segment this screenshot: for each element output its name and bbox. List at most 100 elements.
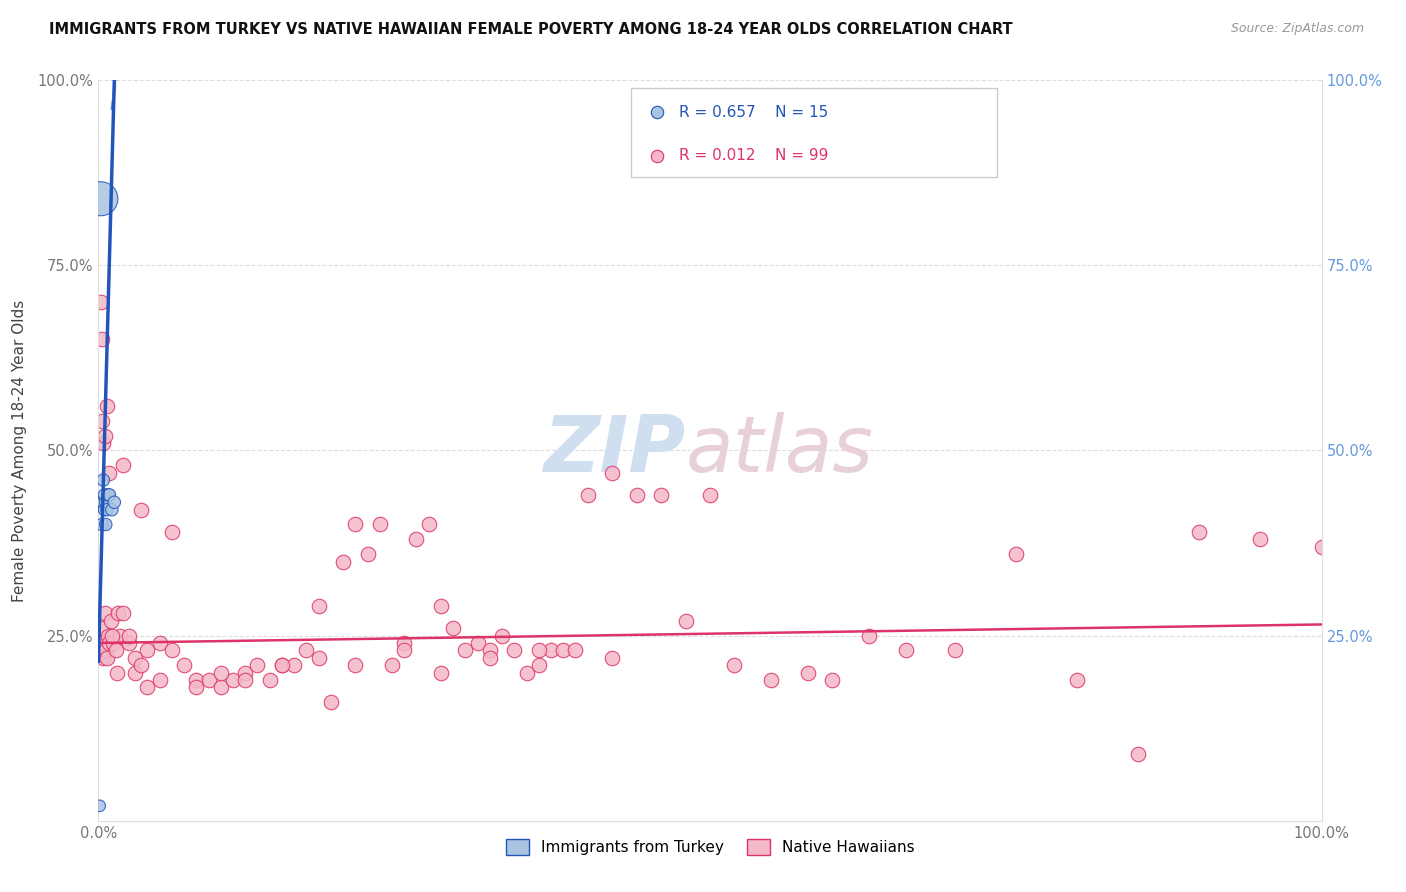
Point <box>93 607 115 621</box>
Point <box>89 636 111 650</box>
Point <box>308 650 330 665</box>
Point <box>600 650 623 665</box>
Point <box>96 399 118 413</box>
Point <box>94 495 117 509</box>
Point <box>118 636 141 650</box>
Point <box>1188 524 1211 539</box>
Y-axis label: Female Poverty Among 18-24 Year Olds: Female Poverty Among 18-24 Year Olds <box>11 300 27 601</box>
Point <box>98 488 121 502</box>
Point <box>91 495 114 509</box>
Point <box>233 673 256 687</box>
Point <box>101 628 124 642</box>
Point <box>647 149 669 163</box>
Point <box>454 643 477 657</box>
Point <box>368 517 391 532</box>
Text: R = 0.012    N = 99: R = 0.012 N = 99 <box>679 148 828 163</box>
Point <box>821 673 844 687</box>
Point <box>626 488 648 502</box>
Point <box>576 488 599 502</box>
Point <box>943 643 966 657</box>
Point <box>103 495 125 509</box>
Point <box>97 628 120 642</box>
Point <box>107 607 129 621</box>
Point <box>647 105 669 120</box>
Point <box>259 673 281 687</box>
Point <box>418 517 440 532</box>
Point <box>91 414 114 428</box>
Point <box>699 488 721 502</box>
Point <box>129 658 152 673</box>
Point <box>1128 747 1150 761</box>
Point <box>149 636 172 650</box>
Point <box>209 681 232 695</box>
Point <box>111 607 134 621</box>
Point <box>392 636 416 650</box>
Point <box>308 599 330 613</box>
Point <box>149 673 172 687</box>
Point <box>105 665 128 680</box>
Point <box>564 643 586 657</box>
Text: ZIP: ZIP <box>543 412 686 489</box>
Text: atlas: atlas <box>686 412 873 489</box>
Text: R = 0.657    N = 15: R = 0.657 N = 15 <box>679 104 828 120</box>
Point <box>93 428 115 442</box>
Point <box>723 658 745 673</box>
Point <box>160 524 183 539</box>
Point <box>89 798 111 813</box>
Point <box>344 517 367 532</box>
Point <box>129 502 152 516</box>
Point <box>675 614 697 628</box>
Point <box>118 628 141 642</box>
Point <box>93 488 115 502</box>
Point <box>98 636 121 650</box>
Point <box>233 665 256 680</box>
Point <box>136 643 159 657</box>
Point <box>111 458 134 473</box>
Point <box>344 658 367 673</box>
Point <box>101 636 124 650</box>
Point <box>186 681 208 695</box>
Point <box>381 658 404 673</box>
Point <box>295 643 318 657</box>
Point <box>858 628 880 642</box>
Point <box>553 643 575 657</box>
Point <box>246 658 269 673</box>
Point <box>96 650 118 665</box>
Point <box>186 673 208 687</box>
Point <box>124 650 146 665</box>
Point <box>100 614 122 628</box>
Point <box>1066 673 1088 687</box>
Point <box>1249 533 1271 547</box>
Point <box>104 643 127 657</box>
Point <box>136 681 159 695</box>
Point <box>90 192 112 206</box>
Point <box>94 517 117 532</box>
Point <box>90 621 112 635</box>
Point <box>222 673 245 687</box>
Point <box>90 295 112 310</box>
Point <box>650 488 672 502</box>
Point <box>430 599 453 613</box>
Point <box>894 643 917 657</box>
Point <box>441 621 464 635</box>
Point <box>430 665 453 680</box>
Text: Source: ZipAtlas.com: Source: ZipAtlas.com <box>1230 22 1364 36</box>
Point <box>91 332 114 346</box>
Point <box>392 643 416 657</box>
Point <box>97 488 120 502</box>
Point <box>209 665 232 680</box>
FancyBboxPatch shape <box>630 87 997 177</box>
Point <box>503 643 526 657</box>
Point <box>283 658 305 673</box>
Point <box>797 665 820 680</box>
Point <box>91 495 114 509</box>
Point <box>91 517 114 532</box>
Point <box>173 658 195 673</box>
Point <box>1004 547 1026 561</box>
Point <box>197 673 219 687</box>
Point <box>124 665 146 680</box>
Point <box>160 643 183 657</box>
Point <box>527 643 550 657</box>
Point <box>478 643 501 657</box>
Point <box>467 636 489 650</box>
